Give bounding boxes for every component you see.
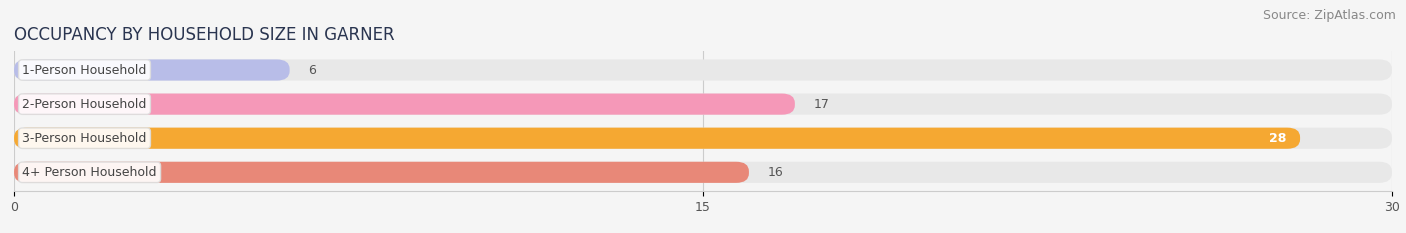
Text: 4+ Person Household: 4+ Person Household: [22, 166, 157, 179]
FancyBboxPatch shape: [14, 93, 1392, 115]
Text: 1-Person Household: 1-Person Household: [22, 64, 146, 76]
FancyBboxPatch shape: [14, 59, 290, 81]
Text: 16: 16: [768, 166, 783, 179]
FancyBboxPatch shape: [14, 59, 1392, 81]
Text: OCCUPANCY BY HOUSEHOLD SIZE IN GARNER: OCCUPANCY BY HOUSEHOLD SIZE IN GARNER: [14, 26, 395, 44]
FancyBboxPatch shape: [14, 128, 1301, 149]
Text: 28: 28: [1270, 132, 1286, 145]
Text: Source: ZipAtlas.com: Source: ZipAtlas.com: [1263, 9, 1396, 22]
FancyBboxPatch shape: [14, 162, 1392, 183]
Text: 2-Person Household: 2-Person Household: [22, 98, 146, 111]
Text: 17: 17: [813, 98, 830, 111]
Text: 6: 6: [308, 64, 316, 76]
Text: 3-Person Household: 3-Person Household: [22, 132, 146, 145]
FancyBboxPatch shape: [14, 128, 1392, 149]
FancyBboxPatch shape: [14, 162, 749, 183]
FancyBboxPatch shape: [14, 93, 794, 115]
